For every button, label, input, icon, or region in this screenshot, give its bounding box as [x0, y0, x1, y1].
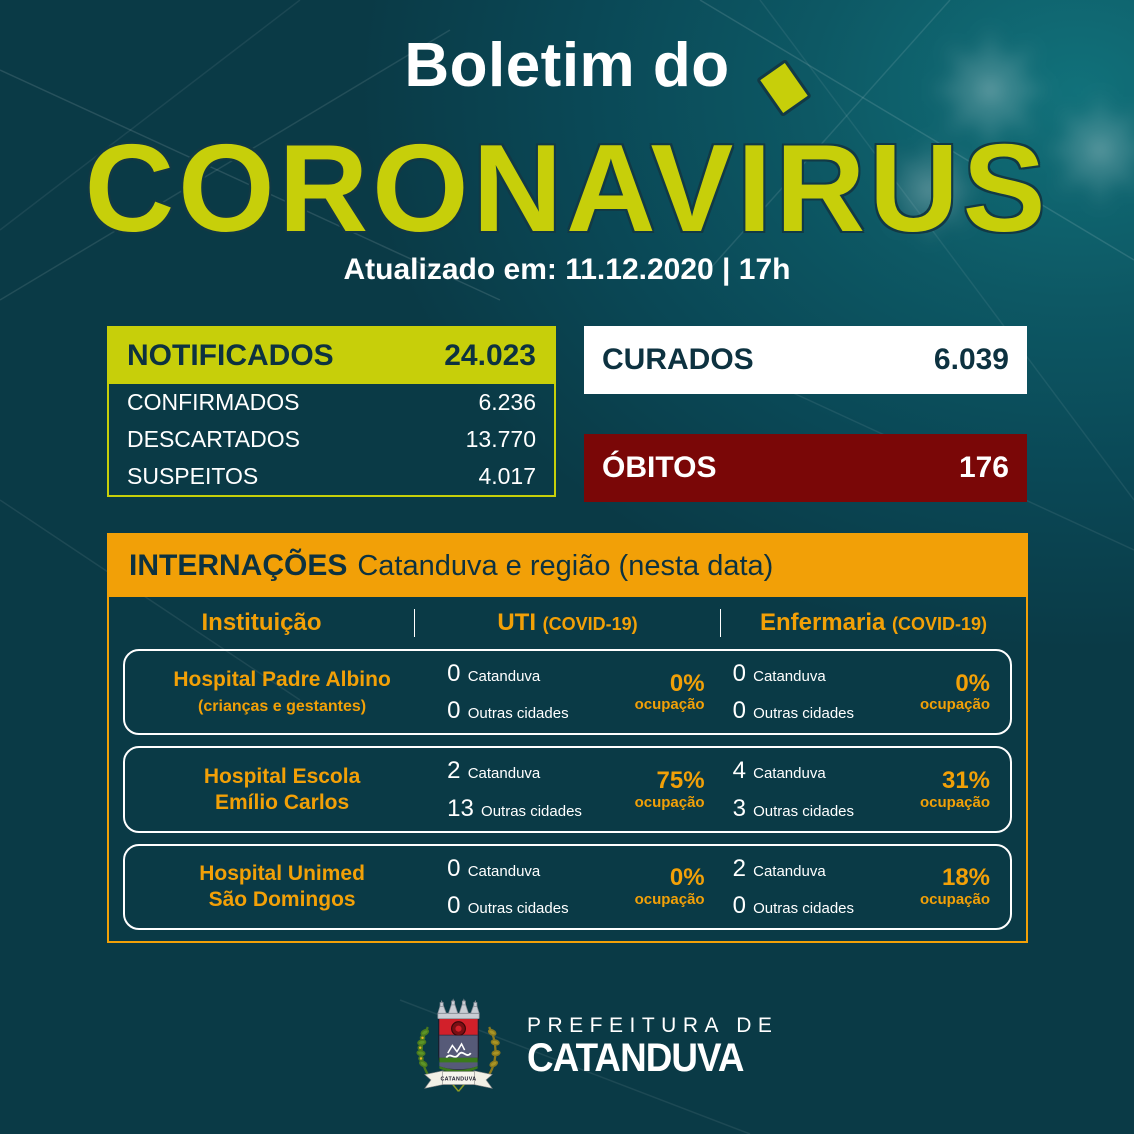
svg-text:CATANDUVA: CATANDUVA [440, 1077, 476, 1083]
